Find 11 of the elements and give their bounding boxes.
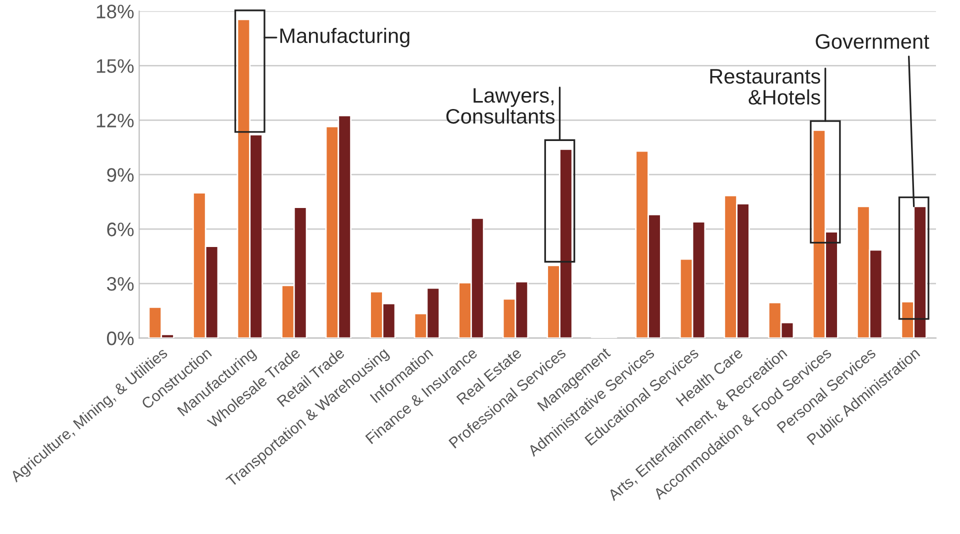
y-tick-label: 12% bbox=[96, 114, 134, 128]
y-tick-label: 6% bbox=[107, 222, 134, 236]
annotation: Restaurants &Hotels bbox=[710, 69, 820, 105]
y-tick-label: 18% bbox=[96, 4, 134, 18]
y-tick-label: 9% bbox=[107, 168, 134, 182]
annotation: Government bbox=[816, 34, 930, 49]
annotation: Manufacturing bbox=[280, 28, 410, 48]
annotation: Lawyers, Consultants bbox=[446, 88, 555, 124]
y-tick-label: 3% bbox=[106, 277, 134, 291]
y-tick-label: 0% bbox=[106, 331, 134, 346]
y-tick-label: 15% bbox=[96, 59, 134, 73]
